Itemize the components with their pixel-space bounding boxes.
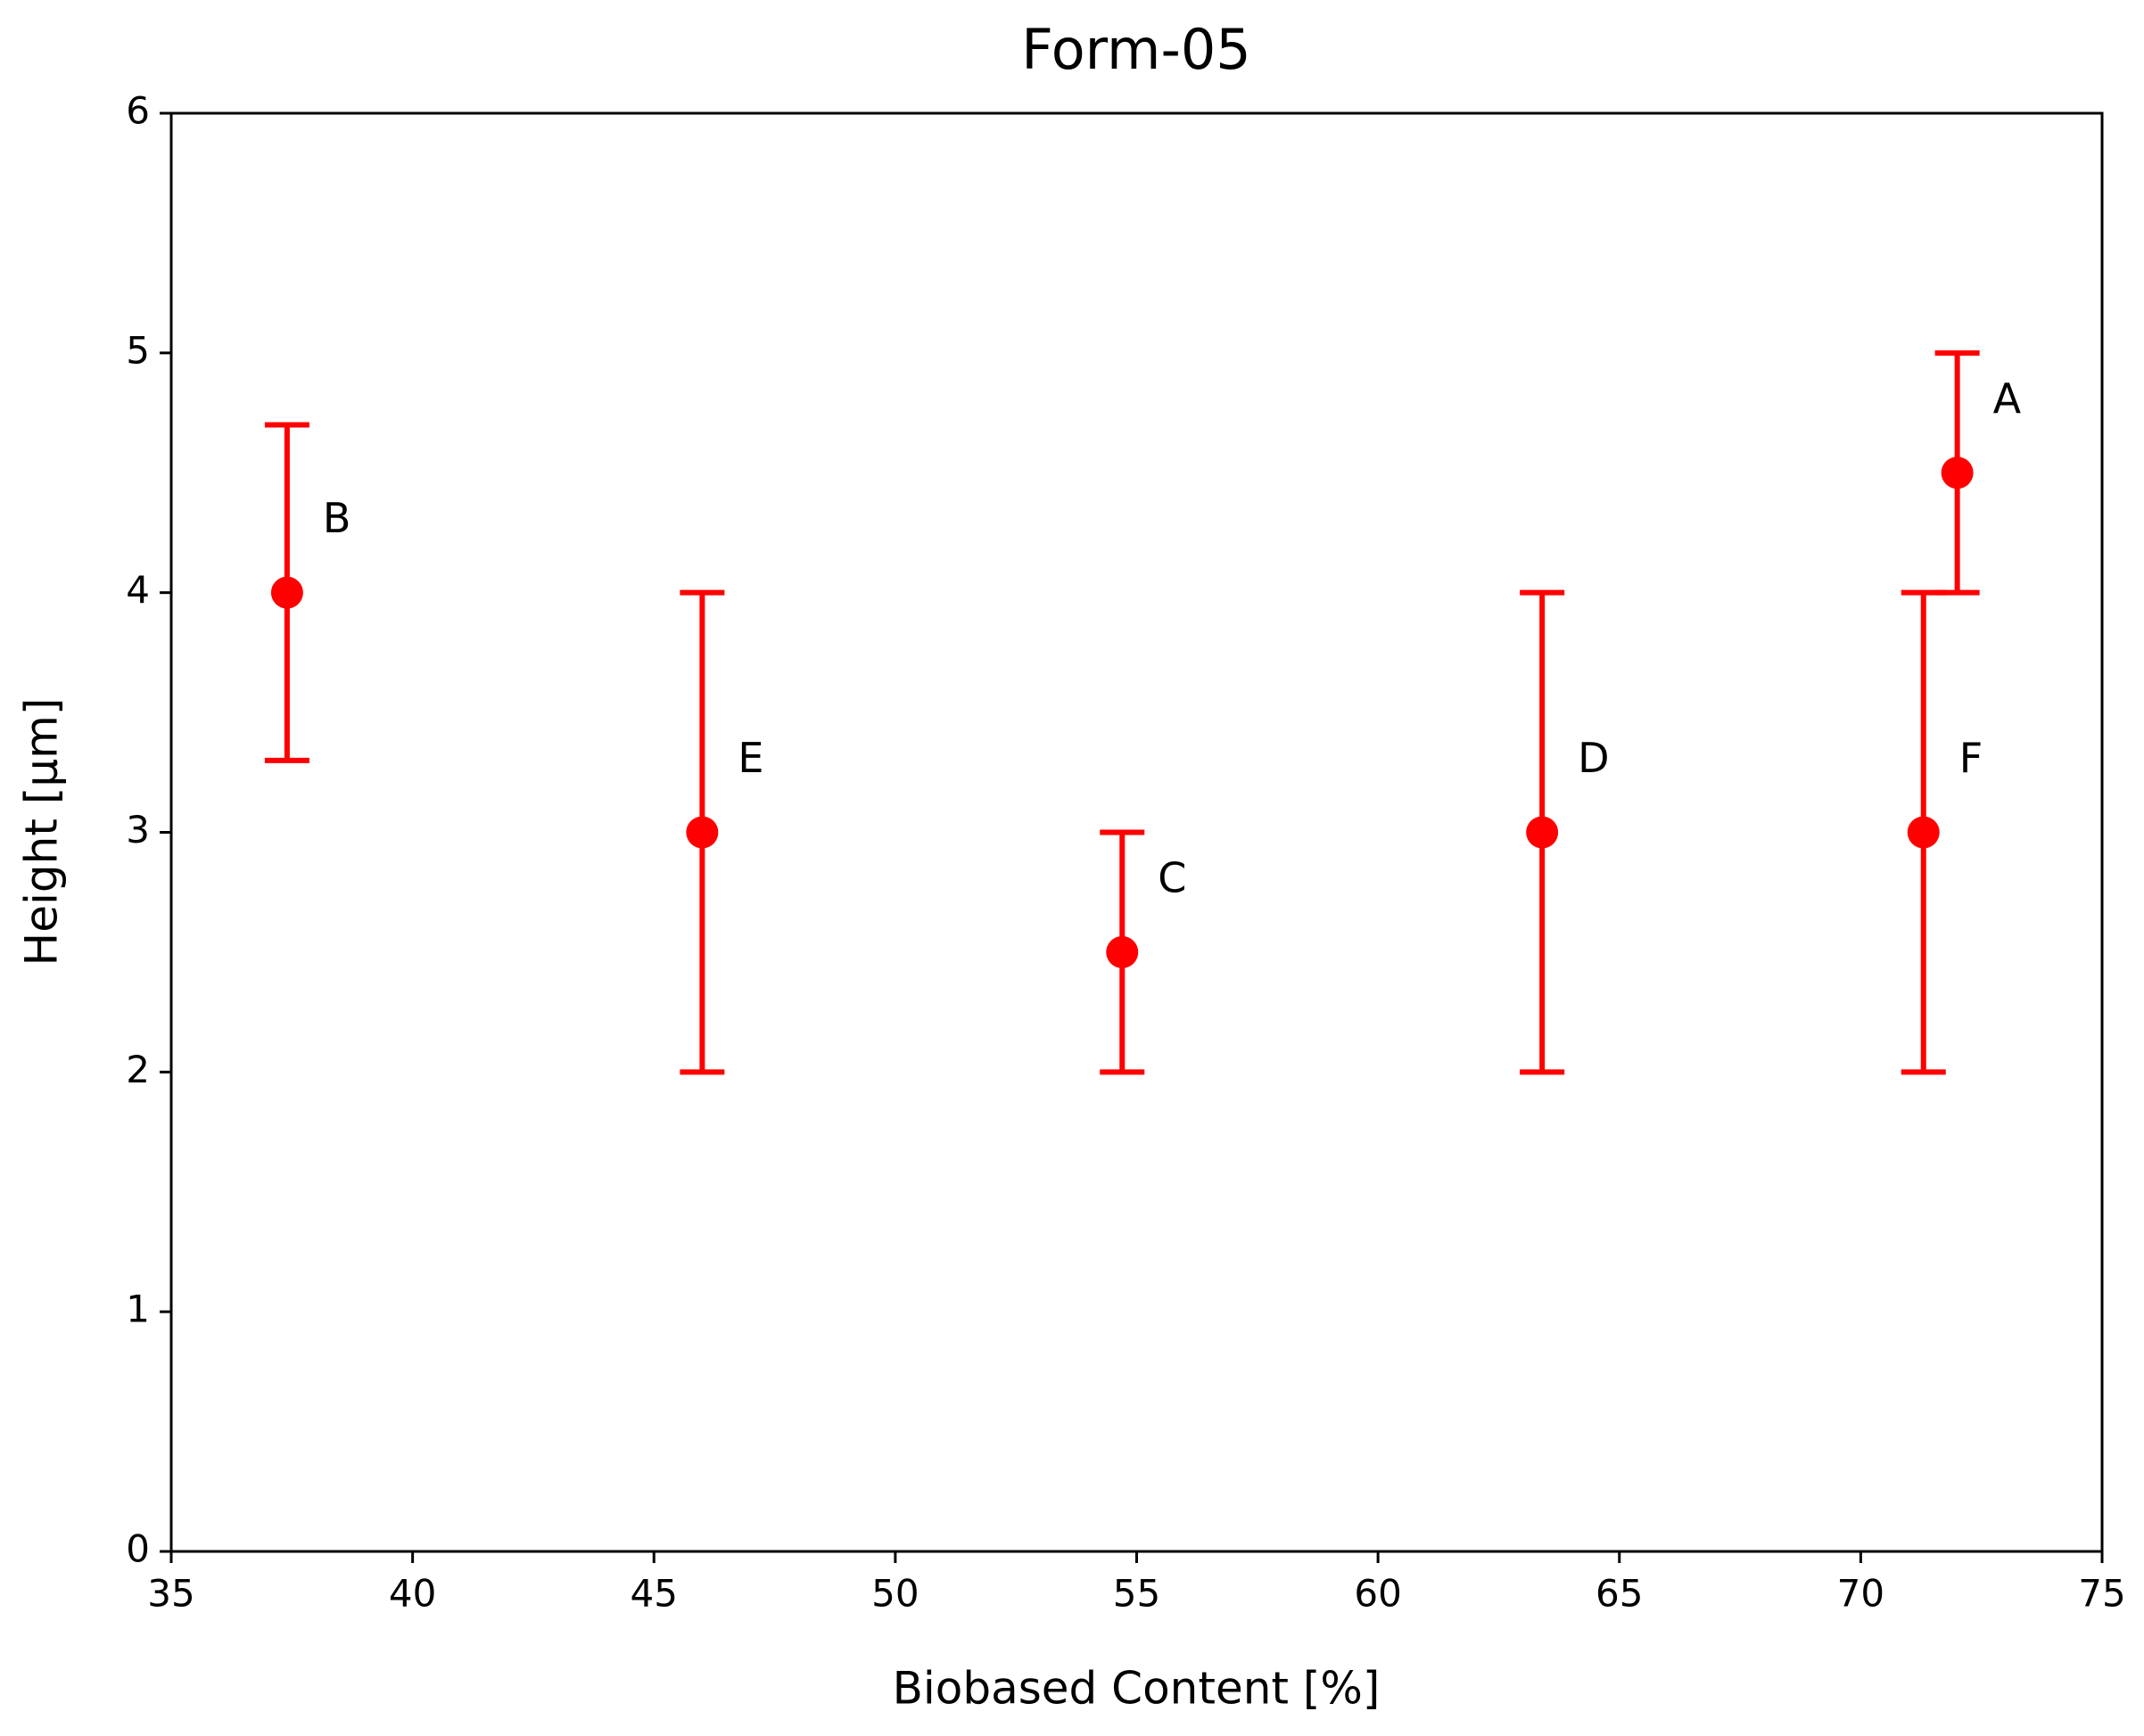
x-tick-label: 60 [1354,1572,1401,1616]
y-tick-label: 3 [126,808,150,852]
x-tick-label: 50 [871,1572,919,1616]
y-tick-label: 5 [126,328,150,372]
y-tick-label: 1 [126,1288,150,1331]
y-tick-label: 2 [126,1048,150,1091]
x-tick-label: 70 [1837,1572,1884,1616]
point-label: F [1959,734,1983,782]
x-tick-label: 45 [631,1572,678,1616]
point [1941,457,1974,490]
point [1106,935,1139,968]
point-label: C [1158,853,1186,901]
x-tick-label: 75 [2078,1572,2125,1616]
chart-title: Form-05 [1021,17,1250,82]
point-label: D [1578,734,1609,782]
x-tick-label: 35 [147,1572,194,1616]
point [686,816,719,849]
point [270,576,303,609]
x-tick-label: 65 [1596,1572,1643,1616]
x-tick-label: 55 [1113,1572,1160,1616]
point-label: E [738,734,763,782]
x-tick-label: 40 [389,1572,436,1616]
point [1526,816,1559,849]
point-label: B [323,494,351,542]
y-tick-label: 0 [126,1527,150,1571]
y-tick-label: 6 [126,89,150,133]
y-axis-label: Height [µm] [16,698,68,967]
point-label: A [1993,374,2022,423]
point [1907,816,1940,849]
y-tick-label: 4 [126,568,150,612]
x-axis-label: Biobased Content [%] [893,1663,1381,1715]
